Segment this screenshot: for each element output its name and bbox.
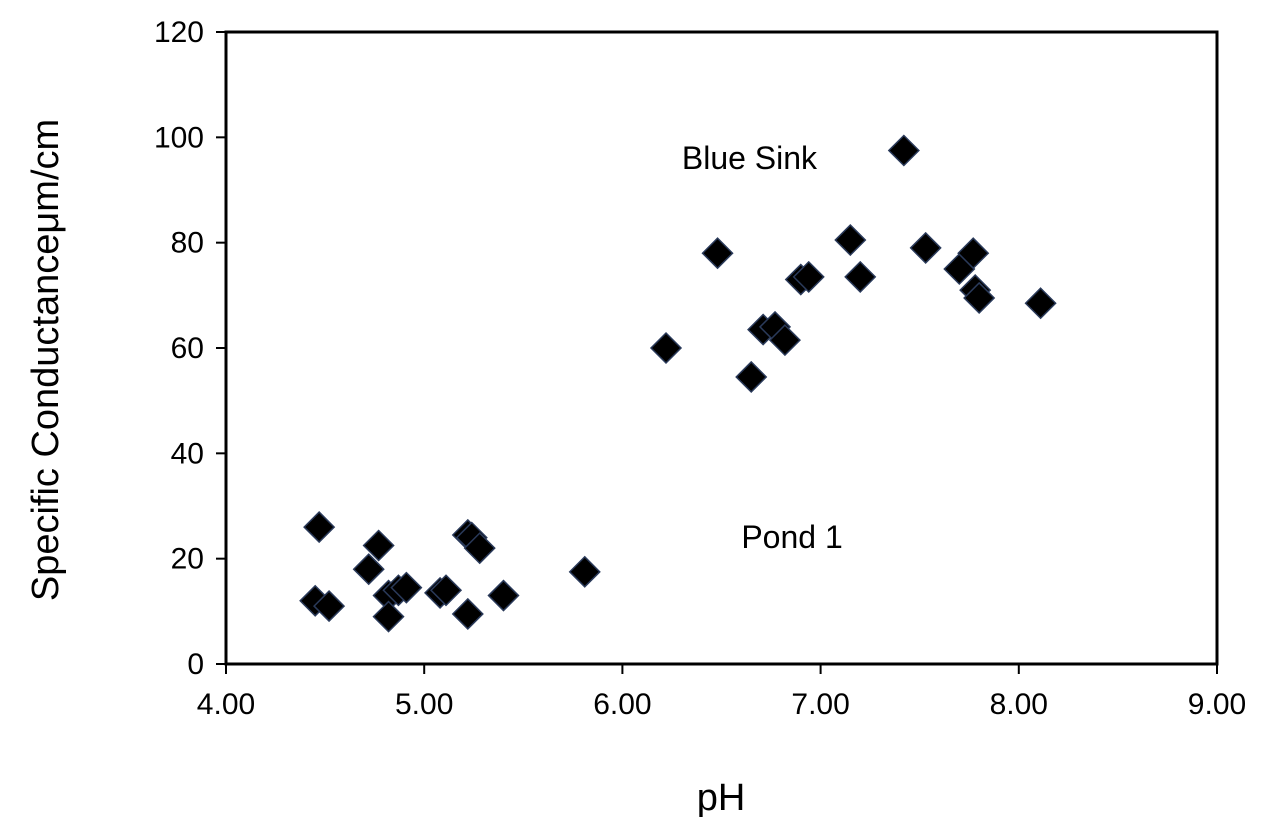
- plot-area: [224, 30, 1219, 666]
- data-point: [568, 555, 601, 588]
- data-point: [701, 237, 734, 270]
- data-point: [429, 574, 463, 607]
- points-layer: [299, 134, 1057, 633]
- data-point: [844, 260, 877, 293]
- data-point: [372, 600, 405, 633]
- x-tick-label: 5.00: [395, 688, 453, 721]
- data-point: [957, 237, 990, 270]
- x-tick-label: 6.00: [593, 688, 651, 721]
- y-tick-label: 0: [187, 648, 204, 681]
- data-point: [1024, 287, 1057, 320]
- x-tick-label: 9.00: [1188, 688, 1246, 721]
- y-tick-label: 100: [154, 121, 204, 154]
- data-point: [390, 571, 423, 604]
- data-point: [909, 231, 942, 264]
- x-tick-label: 7.00: [791, 688, 849, 721]
- data-point: [768, 324, 801, 357]
- data-point: [362, 529, 395, 562]
- data-point: [487, 579, 520, 612]
- data-point: [463, 532, 496, 565]
- x-tick-label: 8.00: [990, 688, 1048, 721]
- data-point: [303, 511, 336, 544]
- y-tick-label: 20: [171, 543, 204, 576]
- data-point: [451, 597, 484, 631]
- y-tick-label: 80: [171, 227, 204, 260]
- data-point: [963, 281, 996, 315]
- x-axis-title: pH: [697, 777, 746, 817]
- data-point: [649, 331, 683, 365]
- data-point: [735, 360, 768, 394]
- data-point: [834, 223, 867, 257]
- data-point: [313, 590, 346, 623]
- x-tick-label: 4.00: [197, 688, 255, 721]
- y-axis-title: Specific Conductanceμm/cm: [25, 119, 67, 601]
- ticks-layer: 4.00 5.00 6.00 7.00 8.00 9.00 0 20 40 60 80 100 120: [154, 16, 1246, 721]
- data-point: [352, 553, 385, 586]
- annotation-label: Pond 1: [741, 519, 842, 555]
- annotations-layer: Blue Sink Pond 1: [682, 140, 843, 555]
- annotation-label: Blue Sink: [682, 140, 818, 176]
- y-tick-label: 60: [171, 332, 204, 365]
- y-tick-label: 40: [171, 437, 204, 470]
- data-point: [792, 260, 825, 293]
- data-point: [887, 134, 920, 167]
- y-tick-label: 120: [154, 16, 204, 49]
